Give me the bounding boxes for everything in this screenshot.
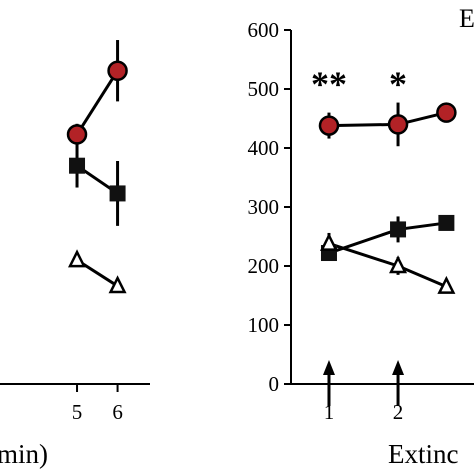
left-marker-circle (66, 124, 88, 145)
right-marker-square (390, 221, 407, 238)
right-event-arrow-head (392, 360, 405, 375)
right-x-tick-label: 2 (393, 400, 404, 424)
right-marker-circle (436, 102, 457, 123)
right-y-tick-label: 600 (248, 18, 280, 42)
right-y-tick-label: 500 (248, 77, 280, 101)
left-x-tick-label: 6 (112, 400, 123, 424)
right-y-tick-label: 0 (269, 372, 280, 396)
right-marker-circle (318, 115, 340, 136)
right-marker-triangle (319, 232, 339, 251)
right-series-line-triangle-open (328, 242, 447, 289)
left-marker-triangle (68, 249, 87, 268)
right-series-line-circle (328, 111, 447, 128)
right-significance-mark: * (389, 64, 407, 104)
right-marker-circle (387, 114, 409, 135)
left-x-tick-label: 5 (72, 400, 83, 424)
right-marker-triangle (437, 275, 456, 294)
left-x-axis-title: min) (0, 439, 48, 469)
right-marker-triangle (389, 255, 408, 274)
right-y-tick-label: 200 (248, 254, 280, 278)
left-marker-square (69, 157, 86, 174)
panel-letter: E (459, 4, 474, 33)
right-significance-mark: ** (311, 64, 347, 104)
right-event-arrow-head (322, 360, 335, 375)
right-y-tick-label: 100 (248, 313, 280, 337)
right-x-axis-title: Extinc (388, 439, 458, 469)
right-x-tick-label: 1 (324, 400, 335, 424)
left-marker-circle (107, 60, 128, 81)
left-series-line-circle (75, 69, 119, 136)
right-y-tick-label: 400 (248, 136, 280, 160)
left-marker-square (109, 185, 126, 202)
left-marker-triangle (108, 275, 127, 294)
right-marker-square (438, 214, 455, 231)
left-panel: min) 5 6 (0, 40, 150, 469)
right-y-tick-label: 300 (248, 195, 280, 219)
